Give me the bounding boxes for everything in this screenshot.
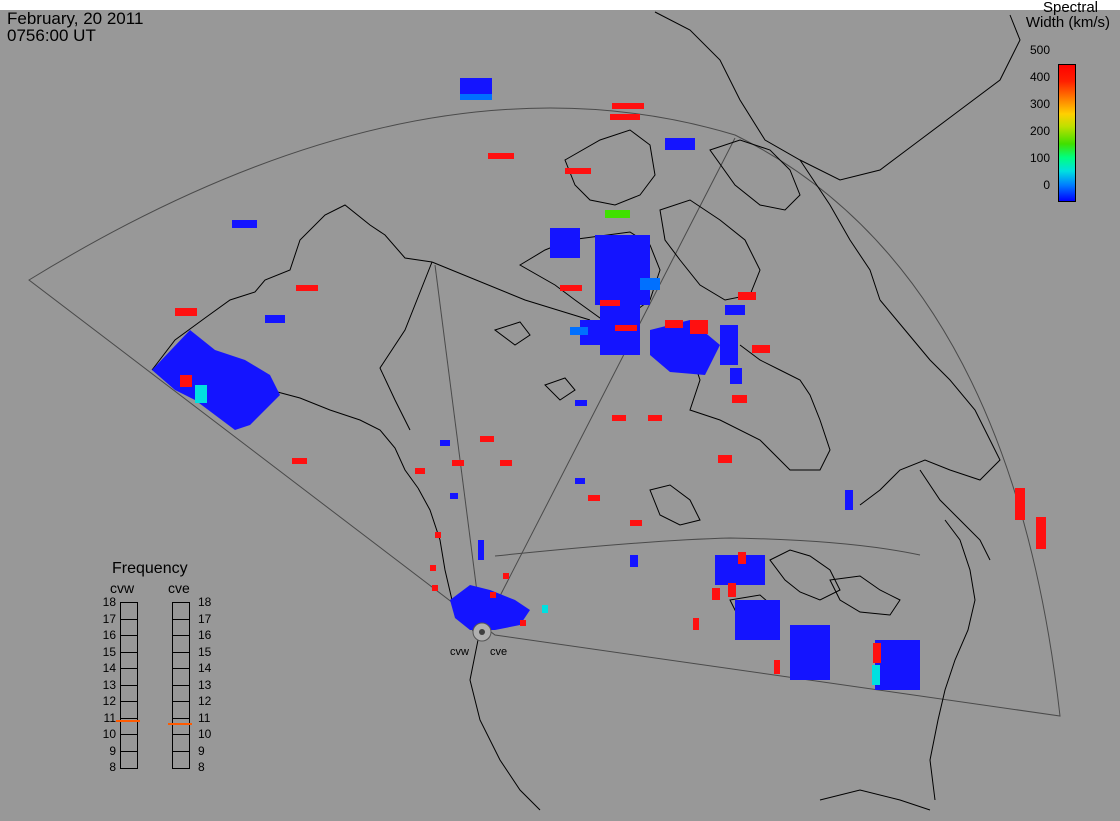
colorbar-tick: 500 — [1029, 43, 1050, 57]
frequency-cell-divider — [173, 618, 189, 620]
colorbar-tick: 400 — [1029, 70, 1050, 84]
radar-label-west: cvw — [450, 646, 469, 658]
map-canvas — [28, 11, 1061, 811]
frequency-tick-left: 13 — [102, 677, 116, 692]
frequency-cell-divider — [173, 635, 189, 636]
frequency-tick-left: 10 — [102, 727, 116, 741]
frequency-tick-left: 14 — [102, 661, 116, 675]
frequency-tick-left: 17 — [102, 611, 116, 626]
radar-label-east: cve — [490, 646, 508, 658]
frequency-cell-divider — [173, 750, 189, 752]
frequency-tick-right: 17 — [198, 611, 212, 626]
date-label: February, 20 2011 — [7, 9, 144, 28]
colorbar-tick: 200 — [1029, 124, 1050, 138]
frequency-cell-divider — [173, 701, 189, 702]
colorbar-tick: 0 — [1043, 178, 1050, 192]
colorbar-tick: 300 — [1029, 97, 1050, 111]
frequency-tick-left: 8 — [109, 760, 116, 774]
frequency-tick-left: 11 — [103, 710, 116, 725]
backscatter-cells — [152, 78, 1046, 690]
frequency-cell-divider — [173, 717, 189, 719]
frequency-tick-right: 11 — [198, 710, 211, 725]
frequency-cell-divider — [121, 717, 137, 719]
colorbar-gradient — [1058, 64, 1076, 202]
frequency-tick-right: 15 — [198, 644, 212, 659]
frequency-cell-divider — [121, 651, 137, 653]
frequency-cell-divider — [173, 668, 189, 669]
frequency-tick-right: 9 — [198, 743, 205, 758]
frequency-tick-right: 12 — [198, 694, 212, 708]
frequency-tick-left: 9 — [109, 743, 116, 758]
frequency-tick-left: 15 — [102, 644, 116, 659]
frequency-scale-cve — [172, 602, 190, 769]
colorbar-title-line2: Width (km/s) — [1025, 14, 1110, 31]
frequency-tick-left: 16 — [102, 628, 116, 642]
frequency-tick-right: 8 — [198, 760, 205, 774]
frequency-scale-cvw — [120, 602, 138, 769]
frequency-tick-right: 10 — [198, 727, 212, 741]
frequency-title: Frequency — [112, 560, 188, 577]
frequency-cell-divider — [121, 750, 137, 752]
radar-site-marker — [472, 622, 492, 642]
frequency-tick-right: 16 — [198, 628, 212, 642]
colorbar-title-line1: Spectral — [1042, 0, 1098, 16]
frequency-tick-left: 18 — [102, 595, 116, 609]
frequency-cell-divider — [121, 701, 137, 702]
frequency-cell-divider — [121, 668, 137, 669]
frequency-marker-cve — [168, 723, 192, 726]
frequency-cell-divider — [173, 684, 189, 686]
colorbar-tick: 100 — [1029, 151, 1050, 165]
frequency-cell-divider — [173, 651, 189, 653]
frequency-tick-left: 12 — [102, 694, 116, 708]
frequency-cell-divider — [121, 618, 137, 620]
time-label: 0756:00 UT — [7, 26, 96, 45]
frequency-marker-cvw — [116, 719, 140, 722]
frequency-cell-divider — [121, 684, 137, 686]
frequency-tick-right: 13 — [198, 677, 212, 692]
frequency-cell-divider — [121, 635, 137, 636]
frequency-cell-divider — [121, 734, 137, 735]
frequency-cell-divider — [173, 734, 189, 735]
frequency-tick-right: 18 — [198, 595, 212, 609]
frequency-col-cvw: cvw — [110, 580, 135, 596]
frequency-tick-right: 14 — [198, 661, 212, 675]
frequency-col-cve: cve — [168, 580, 190, 596]
coastlines — [151, 11, 1021, 811]
